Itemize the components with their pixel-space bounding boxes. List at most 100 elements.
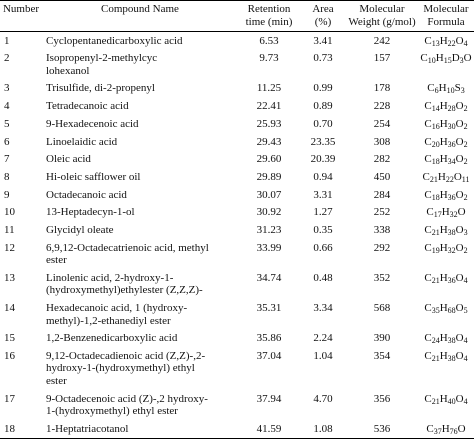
name-line: Octadecanoic acid — [46, 188, 127, 201]
compound-name: 13-Heptadecyn-1-ol — [42, 204, 238, 222]
cell-text: C10H15D3O — [420, 52, 472, 66]
name-line: 1-Heptatriacotanol — [46, 422, 129, 435]
cell-text: 23.35 — [310, 135, 336, 148]
column-header: Compound Name — [42, 1, 238, 32]
header-text: Area — [312, 3, 334, 15]
cell-text: C21H40O4 — [424, 392, 468, 406]
name-line: 6,9,12-Octadecatrienoic acid, methyl — [46, 241, 209, 254]
column-header: Molecular Weight (g/mol) — [346, 1, 418, 32]
molecular-weight: 536 — [346, 420, 418, 438]
cell-text: C14H28O2 — [424, 100, 468, 114]
area: 0.73 — [300, 50, 346, 80]
compound-name: 1-Heptatriacotanol — [42, 420, 238, 438]
cell-text: 3.31 — [313, 188, 333, 201]
molecular-weight: 338 — [346, 221, 418, 239]
molecular-weight: 252 — [346, 204, 418, 222]
molecular-formula: C35H68O5 — [418, 299, 474, 329]
compound-name: 9-Hexadecenoic acid — [42, 115, 238, 133]
compound-name: Isopropenyl-2-methylcyc lohexanol — [42, 50, 238, 80]
area: 0.48 — [300, 269, 346, 299]
row-number: 13 — [0, 269, 42, 299]
name-line: (hydroxymethyl)ethylester (Z,Z,Z)- — [46, 284, 203, 297]
compound-name: 1,2-Benzenedicarboxylic acid — [42, 330, 238, 348]
molecular-formula: C37H76O — [418, 420, 474, 438]
name-line: hydroxy-1-(hydroxymethyl) ethyl — [46, 362, 195, 375]
molecular-formula: C20H36O2 — [418, 133, 474, 151]
cell-text: 284 — [373, 188, 391, 201]
name-line: Tetradecanoic acid — [46, 100, 129, 113]
molecular-weight: 157 — [346, 50, 418, 80]
name-line: Hi-oleic safflower oil — [46, 170, 141, 183]
header-text: Weight (g/mol) — [348, 15, 416, 28]
area: 0.94 — [300, 168, 346, 186]
table-row: 3 Trisulfide, di-2-propenyl 11.25 0.99 178 C6… — [0, 80, 474, 98]
name-line: ester — [46, 374, 67, 387]
molecular-formula: C21H38O3 — [418, 221, 474, 239]
molecular-weight: 254 — [346, 115, 418, 133]
table-body: 1 Cyclopentanedicarboxylic acid 6.53 3.41 24… — [0, 32, 474, 439]
area: 1.08 — [300, 420, 346, 438]
name-line: 13-Heptadecyn-1-ol — [46, 206, 135, 219]
cell-text: 9.73 — [259, 52, 279, 65]
name-line: methyl)-1,2-ethanediyl ester — [46, 314, 171, 327]
retention-time: 34.74 — [238, 269, 300, 299]
molecular-formula: C21H22O11 — [418, 168, 474, 186]
cell-text: 568 — [373, 302, 391, 315]
name-line: Oleic acid — [46, 153, 91, 166]
header-text: Molecular — [423, 3, 469, 15]
cell-text: 0.48 — [313, 271, 333, 284]
cell-text: 0.73 — [313, 52, 333, 65]
molecular-formula: C21H38O4 — [418, 347, 474, 390]
cell-text: 2 — [4, 52, 10, 65]
cell-text: C20H36O2 — [424, 135, 468, 149]
area: 1.04 — [300, 347, 346, 390]
cell-text: 0.35 — [313, 223, 333, 236]
retention-time: 37.04 — [238, 347, 300, 390]
table-row: 14 Hexadecanoic acid, 1 (hydroxy-methyl)-… — [0, 299, 474, 329]
cell-text: C24H38O4 — [424, 332, 468, 346]
cell-text: 354 — [373, 349, 391, 362]
molecular-formula: C18H36O2 — [418, 186, 474, 204]
cell-text: 450 — [373, 170, 391, 183]
cell-text: C18H36O2 — [424, 188, 468, 202]
cell-text: 29.43 — [256, 135, 282, 148]
row-number: 7 — [0, 151, 42, 169]
retention-time: 22.41 — [238, 98, 300, 116]
row-number: 17 — [0, 390, 42, 420]
name-line: Linoelaidic acid — [46, 135, 118, 148]
cell-text: C21H38O4 — [424, 349, 468, 363]
molecular-weight: 308 — [346, 133, 418, 151]
compound-name: Cyclopentanedicarboxylic acid — [42, 32, 238, 50]
cell-text: 157 — [373, 52, 391, 65]
name-line: Isopropenyl-2-methylcyc — [46, 52, 158, 65]
retention-time: 29.89 — [238, 168, 300, 186]
table-row: 8 Hi-oleic safflower oil 29.89 0.94 450 C21H2… — [0, 168, 474, 186]
molecular-weight: 354 — [346, 347, 418, 390]
compound-name: Trisulfide, di-2-propenyl — [42, 80, 238, 98]
retention-time: 9.73 — [238, 50, 300, 80]
cell-text: 9 — [4, 188, 10, 201]
cell-text: 390 — [373, 332, 391, 345]
row-number: 14 — [0, 299, 42, 329]
column-header: Number — [0, 1, 42, 32]
area: 3.31 — [300, 186, 346, 204]
cell-text: 4 — [4, 100, 10, 113]
cell-text: C18H34O2 — [424, 153, 468, 167]
cell-text: 6 — [4, 135, 10, 148]
table-row: 4 Tetradecanoic acid 22.41 0.89 228 C14H28O2 — [0, 98, 474, 116]
header-text: Retention — [247, 3, 291, 15]
retention-time: 33.99 — [238, 239, 300, 269]
table-row: 17 9-Octadecenoic acid (Z)-,2 hydroxy- 1-(… — [0, 390, 474, 420]
cell-text: 228 — [373, 100, 391, 113]
name-line: 9-Octadecenoic acid (Z)-,2 hydroxy- — [46, 392, 208, 405]
table-row: 13 Linolenic acid, 2-hydroxy-1- (hydroxyme… — [0, 269, 474, 299]
table-row: 2 Isopropenyl-2-methylcyc lohexanol 9.73 0.7… — [0, 50, 474, 80]
molecular-weight: 228 — [346, 98, 418, 116]
molecular-formula: C17H32O — [418, 204, 474, 222]
column-header: Area (%) — [300, 1, 346, 32]
molecular-formula: C21H40O4 — [418, 390, 474, 420]
cell-text: C6H10S3 — [427, 82, 465, 96]
area: 23.35 — [300, 133, 346, 151]
area: 0.89 — [300, 98, 346, 116]
cell-text: 11.25 — [256, 82, 282, 95]
